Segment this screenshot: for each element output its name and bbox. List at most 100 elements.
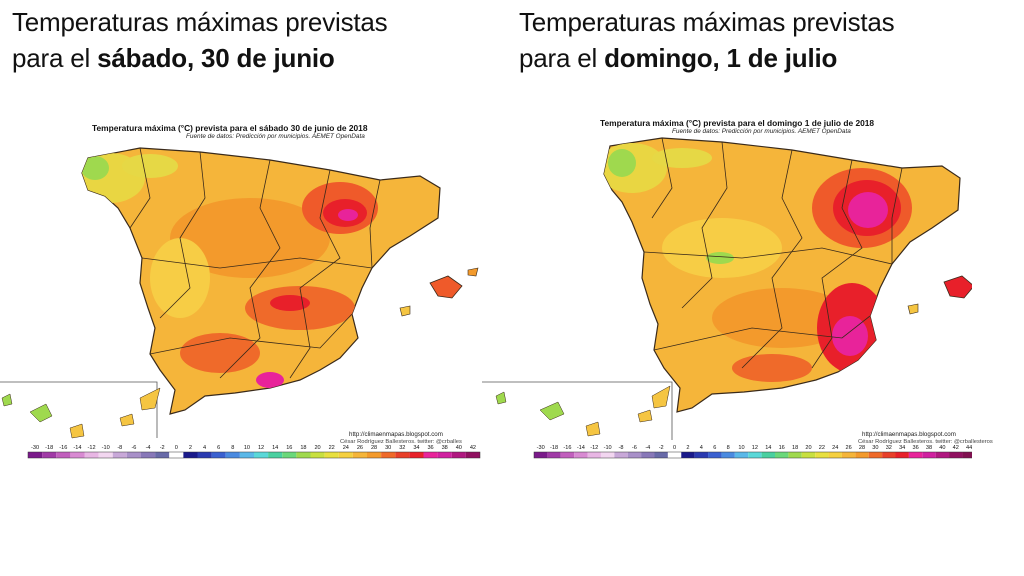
- credit-author: César Rodríguez Ballesteros. twitter: @c…: [858, 439, 993, 445]
- scale-tick-label: -4: [146, 445, 151, 451]
- scale-tick-label: 4: [203, 445, 206, 451]
- scale-swatch: [694, 452, 709, 458]
- scale-tick-label: 16: [779, 445, 785, 451]
- scale-frame: [27, 451, 481, 459]
- scale-tick-label: 28: [859, 445, 865, 451]
- scale-swatch: [641, 452, 655, 458]
- scale-tick-label: 12: [258, 445, 264, 451]
- scale-tick-label: 14: [272, 445, 278, 451]
- scale-swatch: [949, 452, 963, 458]
- heading-prefix: para el: [12, 43, 98, 73]
- map-title: Temperatura máxima (°C) prevista para el…: [600, 118, 875, 128]
- scale-swatch: [254, 452, 269, 458]
- scale-swatch: [547, 452, 561, 458]
- scale-tick-label: -16: [59, 445, 67, 451]
- scale-tick-label: 20: [805, 445, 811, 451]
- scale-tick-label: 8: [727, 445, 730, 451]
- scale-swatch: [465, 452, 480, 458]
- scale-tick-label: 22: [819, 445, 825, 451]
- scale-swatch: [324, 452, 339, 458]
- scale-tick-label: 0: [673, 445, 676, 451]
- scale-tick-label: -18: [550, 445, 558, 451]
- map-source: Fuente de datos: Predicción por municipi…: [672, 128, 851, 135]
- scale-swatch: [268, 452, 283, 458]
- map-panel-sunday: Temperatura máxima (°C) prevista para el…: [482, 118, 993, 468]
- scale-tick-label: -8: [619, 445, 624, 451]
- scale-swatch: [211, 452, 226, 458]
- scale-swatch: [895, 452, 909, 458]
- heading-saturday: Temperaturas máximas previstas para el s…: [12, 4, 388, 76]
- scale-tick-label: 4: [700, 445, 703, 451]
- scale-tick-label: 12: [752, 445, 758, 451]
- scale-swatch: [708, 452, 722, 458]
- scale-tick-label: 2: [686, 445, 689, 451]
- scale-tick-label: -14: [577, 445, 585, 451]
- scale-tick-label: -18: [45, 445, 53, 451]
- scale-swatch: [70, 452, 85, 458]
- credit-url: http://climaenmapas.blogspot.com: [349, 431, 443, 438]
- scale-swatch: [141, 452, 156, 458]
- scale-swatch: [409, 452, 424, 458]
- scale-tick-label: -30: [31, 445, 39, 451]
- scale-swatch: [587, 452, 601, 458]
- scale-swatch: [197, 452, 212, 458]
- scale-tick-label: 36: [427, 445, 433, 451]
- scale-tick-label: -2: [659, 445, 664, 451]
- scale-swatch: [155, 452, 170, 458]
- scale-swatch: [367, 452, 382, 458]
- map-source: Fuente de datos: Predicción por municipi…: [186, 133, 365, 140]
- scale-tick-label: 18: [300, 445, 306, 451]
- scale-tick-label: 26: [846, 445, 852, 451]
- scale-swatch: [395, 452, 410, 458]
- scale-swatch: [815, 452, 829, 458]
- scale-tick-label: 0: [175, 445, 178, 451]
- scale-tick-label: -12: [88, 445, 96, 451]
- scale-swatch: [98, 452, 113, 458]
- scale-swatch: [962, 452, 972, 458]
- scale-swatch: [534, 452, 548, 458]
- scale-swatch: [935, 452, 950, 458]
- scale-swatch: [282, 452, 297, 458]
- scale-tick-label: 42: [953, 445, 959, 451]
- scale-swatch: [338, 452, 353, 458]
- scale-tick-label: 22: [329, 445, 335, 451]
- scale-swatch: [600, 452, 615, 458]
- scale-swatch: [654, 452, 668, 458]
- scale-tick-label: 40: [456, 445, 462, 451]
- scale-tick-label: -6: [632, 445, 637, 451]
- scale-tick-label: 24: [832, 445, 838, 451]
- scale-tick-label: -12: [590, 445, 598, 451]
- scale-tick-label: 30: [872, 445, 878, 451]
- scale-tick-label: -4: [645, 445, 650, 451]
- scale-swatch: [56, 452, 71, 458]
- heading-line-2: para el sábado, 30 de junio: [12, 40, 387, 76]
- scale-swatch: [169, 452, 184, 458]
- scale-swatch: [84, 452, 99, 458]
- scale-tick-label: 2: [189, 445, 192, 451]
- scale-swatch: [183, 452, 198, 458]
- temperature-map: -30 -18 -16 -14 -12 -10 -8 -6 -4 -2 0 2 4 6 8 10 12 14 16 1…: [482, 137, 972, 459]
- scale-swatch: [828, 452, 842, 458]
- scale-tick-label: 34: [899, 445, 905, 451]
- scale-swatch: [627, 452, 642, 458]
- scale-swatch: [126, 452, 141, 458]
- scale-swatch: [614, 452, 628, 458]
- scale-swatch: [239, 452, 254, 458]
- scale-swatch: [681, 452, 695, 458]
- scale-tick-label: -30: [537, 445, 545, 451]
- scale-swatch: [882, 452, 896, 458]
- scale-swatch: [667, 452, 682, 458]
- scale-swatch: [42, 452, 57, 458]
- scale-swatch: [855, 452, 869, 458]
- scale-swatch: [28, 452, 43, 458]
- heading-sunday: Temperaturas máximas previstas para el d…: [519, 4, 895, 76]
- scale-tick-label: -10: [604, 445, 612, 451]
- map-title: Temperatura máxima (°C) prevista para el…: [92, 123, 368, 133]
- heading-line-1: Temperaturas máximas previstas: [12, 7, 388, 37]
- scale-tick-label: 18: [792, 445, 798, 451]
- scale-tick-label: -2: [160, 445, 165, 451]
- scale-tick-label: 32: [886, 445, 892, 451]
- scale-swatch: [748, 452, 762, 458]
- scale-swatch: [560, 452, 575, 458]
- scale-swatch: [761, 452, 775, 458]
